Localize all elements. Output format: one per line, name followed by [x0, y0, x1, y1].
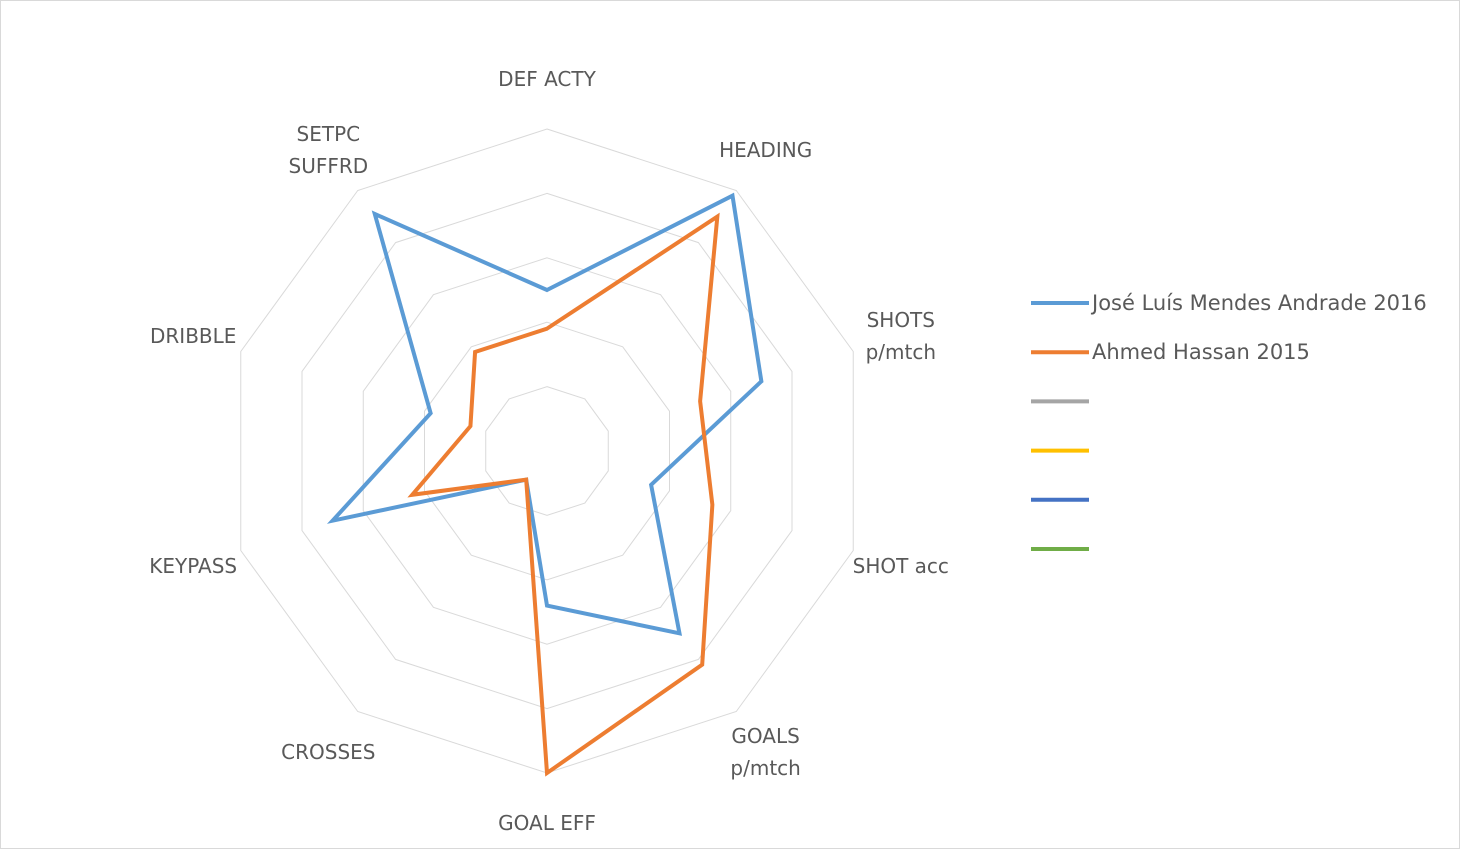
grid-ring [424, 321, 670, 581]
axis-label: SHOT acc [852, 553, 949, 578]
axis-label: HEADING [719, 138, 813, 163]
grid-ring [240, 128, 854, 774]
axis-label: DRIBBLE [149, 324, 237, 349]
axis-label: SETPC SUFFRD [288, 122, 369, 179]
axis-label: SHOTS p/mtch [865, 308, 936, 365]
grid-ring [301, 192, 793, 710]
axis-label: DEF ACTY [498, 67, 596, 91]
series-line [326, 192, 764, 636]
axis-label: KEYPASS [149, 553, 238, 578]
grid-ring [362, 257, 732, 645]
axis-label: GOALS p/mtch [730, 723, 801, 780]
series-line [407, 212, 720, 777]
legend-label: José Luís Mendes Andrade 2016 [1092, 291, 1427, 315]
axis-label: GOAL EFF [498, 811, 596, 835]
grid-ring [485, 386, 609, 516]
axis-label: CROSSES [281, 739, 376, 764]
legend-label: Ahmed Hassan 2015 [1092, 340, 1310, 365]
